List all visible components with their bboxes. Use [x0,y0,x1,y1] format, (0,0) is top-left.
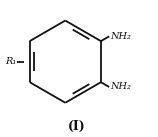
Text: NH₂: NH₂ [111,82,131,92]
Text: (I): (I) [67,120,85,132]
Text: R₁: R₁ [5,57,16,66]
Text: NH₂: NH₂ [111,32,131,41]
